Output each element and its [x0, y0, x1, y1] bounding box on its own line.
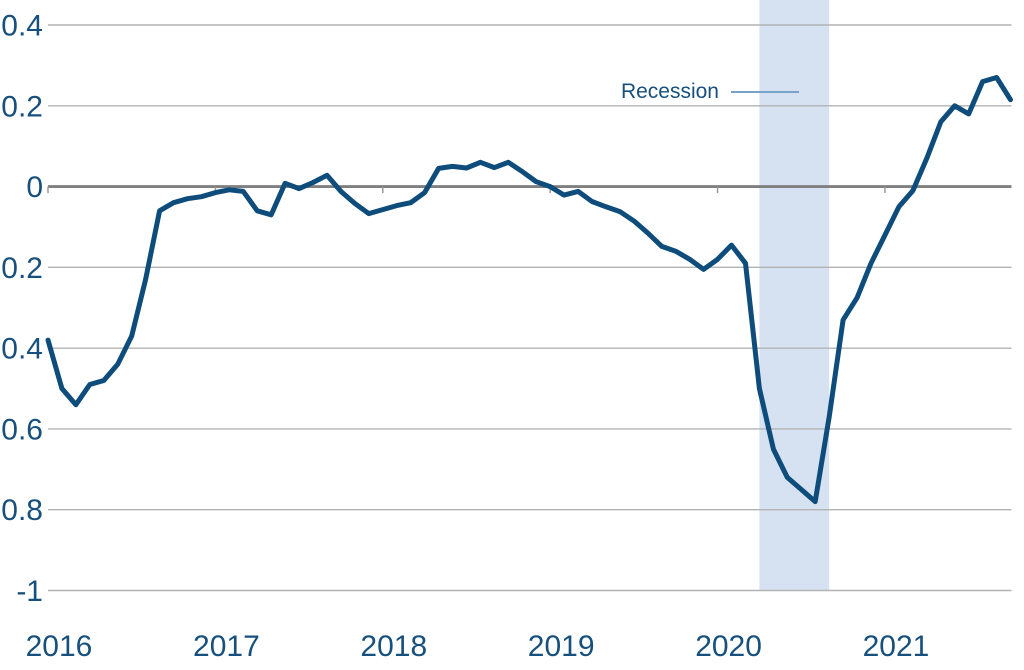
recession-band-layer — [759, 0, 830, 591]
x-axis-label: 2020 — [695, 630, 762, 663]
grid-layer — [47, 24, 1012, 592]
y-axis-label: -0.2 — [0, 252, 43, 285]
x-axis-label: 2019 — [528, 630, 595, 663]
x-axis-label: 2017 — [193, 630, 260, 663]
recession-annotation-label: Recession — [621, 80, 719, 103]
y-axis-label: 0.2 — [1, 90, 43, 123]
x-axis-label: 2016 — [26, 630, 93, 663]
axis-label-layer: 0.4 0.2 0 -0.2 -0.4 -0.6 -0.8 -1 2016 2017 2018 201… — [0, 10, 929, 664]
data-line — [45, 75, 1013, 505]
x-axis-label: 2018 — [360, 630, 427, 663]
y-axis-label: -1 — [16, 575, 43, 608]
data-line-layer — [45, 75, 1013, 505]
y-axis-label: 0.4 — [1, 10, 43, 43]
annotation-group: Recession — [621, 80, 799, 103]
y-axis-label: 0 — [26, 171, 43, 204]
y-axis-label: -0.8 — [0, 494, 43, 527]
x-axis-label: 2021 — [863, 630, 930, 663]
y-axis-label: -0.6 — [0, 413, 43, 446]
y-axis-label: -0.4 — [0, 333, 43, 366]
recession-band — [759, 0, 830, 591]
